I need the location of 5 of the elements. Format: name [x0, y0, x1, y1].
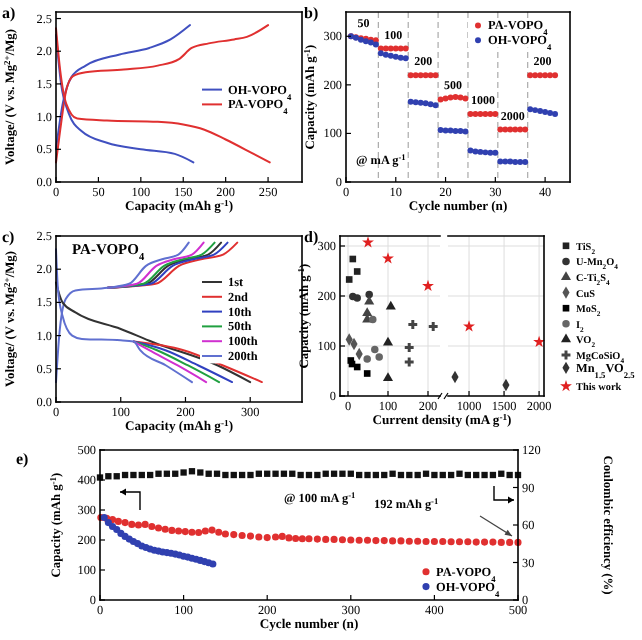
- chart-title: e): [16, 450, 30, 468]
- chart-title: d): [304, 228, 319, 246]
- chart-title: b): [304, 4, 319, 22]
- chart-title: a): [2, 4, 16, 22]
- chart-title: c): [2, 228, 16, 246]
